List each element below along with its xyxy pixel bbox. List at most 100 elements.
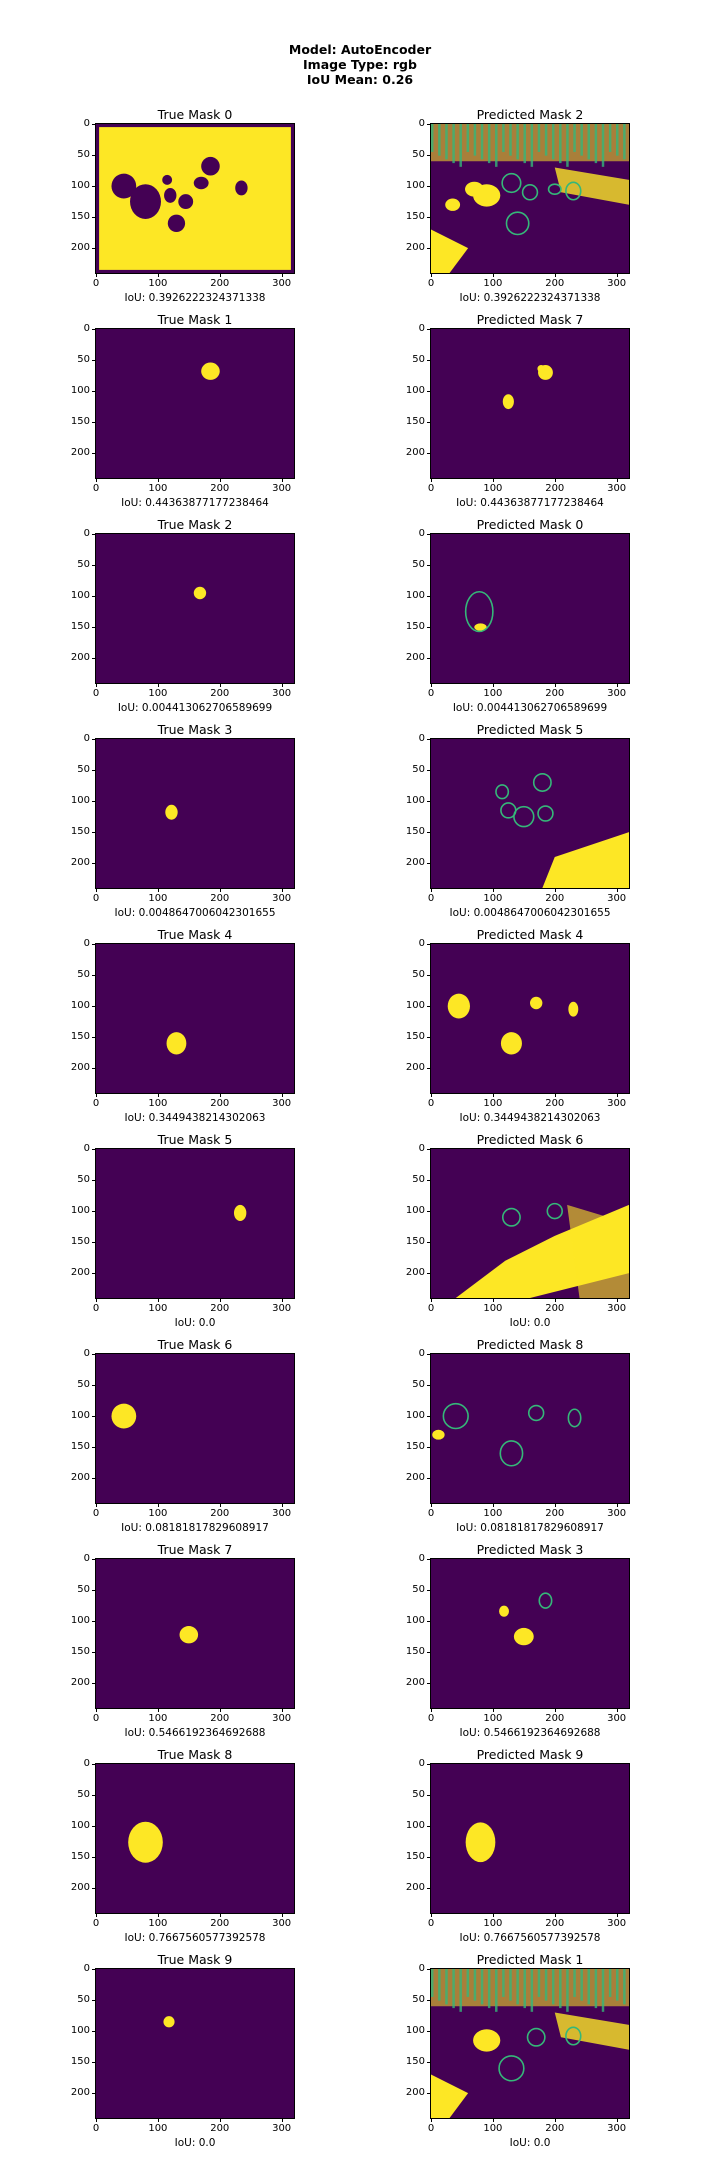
y-tick-label: 0 [83,323,90,334]
y-tick-label: 100 [70,2025,90,2037]
y-tick-label: 100 [405,1410,425,1422]
mask-noise-stripe [466,124,470,152]
x-tick-mark [96,888,97,892]
y-tick-label: 200 [405,1062,425,1074]
y-tick-mark [92,453,96,455]
y-tick-mark [92,1068,96,1070]
mask-noise-stripe [544,124,548,156]
y-tick-label: 200 [70,2087,90,2099]
y-tick-mark [427,627,431,629]
mask-hole [130,184,161,219]
y-tick-label: 150 [405,1851,425,1863]
x-tick-label: 200 [545,1508,565,1519]
y-tick-label: 150 [405,621,425,633]
y-tick-label: 100 [405,1820,425,1832]
x-tick-label: 0 [92,688,100,699]
x-tick-mark [281,478,283,482]
mask-image [95,1763,295,1914]
x-tick-mark [616,2118,618,2122]
mask-blob [465,181,484,197]
mask-noise-stripe [438,1969,441,2001]
x-tick-label: 0 [92,893,100,904]
x-tick-mark [431,1093,432,1097]
y-tick-mark [92,770,96,772]
predicted-mask-panel: Predicted Mask 3 0 50 100 150 200 0 100 200 300 Io… [396,1543,656,1748]
x-tick-label: 200 [210,688,230,699]
mask-noise-stripe [431,124,434,152]
x-tick-mark [96,1503,97,1507]
x-tick-label: 0 [92,1508,100,1519]
y-tick-mark [427,1888,431,1890]
iou-label: IoU: 0.0 [174,2137,216,2149]
mask-region [99,127,291,270]
y-tick-mark [92,1621,96,1623]
mask-noise-stripe [594,1969,598,2009]
y-tick-label: 150 [405,1441,425,1453]
mask-noise-stripe [523,1969,526,2009]
x-tick-label: 300 [607,1713,627,1724]
x-tick-mark [492,683,494,687]
mask-noise-stripe [587,1969,591,2005]
y-tick-mark [427,1590,431,1592]
y-tick-label: 100 [70,1410,90,1422]
iou-label: IoU: 0.0048647006042301655 [114,907,276,919]
y-tick-mark [92,1969,96,1970]
mask-svg [465,1822,496,1863]
true-mask-panel: True Mask 7 0 50 100 150 200 0 100 200 300 IoU: 0.… [61,1543,321,1748]
y-tick-mark [92,1037,96,1039]
y-tick-label: 150 [405,826,425,838]
mask-noise-stripe [487,124,491,164]
y-tick-mark [92,1683,96,1685]
x-tick-label: 0 [427,893,435,904]
iou-label: IoU: 0.004413062706589699 [117,702,273,714]
mask-noise-stripe [608,1969,612,1997]
y-tick-label: 100 [405,180,425,192]
y-tick-mark [92,1006,96,1008]
mask-noise-stripe [431,1969,434,1997]
x-tick-mark [157,273,159,277]
y-tick-mark [427,944,431,945]
mask-image [95,943,295,1094]
x-tick-mark [554,273,556,277]
y-tick-label: 0 [418,118,425,129]
mask-noise-stripe [495,124,498,167]
y-tick-mark [92,1354,96,1355]
x-tick-label: 200 [545,1303,565,1314]
x-tick-mark [492,1298,494,1302]
y-tick-label: 0 [83,1758,90,1769]
y-tick-label: 50 [77,1789,90,1801]
x-tick-mark [431,273,432,277]
mask-noise-stripe [537,1969,541,1997]
true-mask-title: True Mask 8 [157,1747,233,1762]
y-tick-mark [427,1683,431,1685]
mask-noise-stripe [573,1969,576,1997]
x-tick-mark [554,2118,556,2122]
y-tick-label: 50 [412,764,425,776]
mask-ring [547,183,562,195]
predicted-mask-title: Predicted Mask 8 [476,1337,584,1352]
y-tick-label: 200 [70,857,90,869]
mask-blob [166,1032,187,1055]
x-tick-label: 300 [272,1918,292,1929]
y-tick-mark [427,801,431,803]
mask-region [431,229,469,273]
y-tick-mark [427,453,431,455]
mask-image [95,1148,295,1299]
y-tick-label: 200 [405,1472,425,1484]
mask-image [95,1968,295,2119]
y-tick-label: 150 [70,416,90,428]
y-tick-mark [427,186,431,188]
mask-noise-stripe [559,124,562,164]
mask-image [95,738,295,889]
mask-noise-stripe [480,124,484,160]
x-tick-label: 300 [607,1098,627,1109]
x-tick-label: 300 [607,688,627,699]
mask-ring [565,2026,582,2046]
y-tick-mark [427,1006,431,1008]
x-tick-label: 100 [148,688,168,699]
y-tick-mark [427,739,431,740]
y-tick-label: 200 [405,2087,425,2099]
true-mask-title: True Mask 1 [157,312,233,327]
y-tick-label: 150 [405,211,425,223]
y-tick-mark [427,2031,431,2033]
